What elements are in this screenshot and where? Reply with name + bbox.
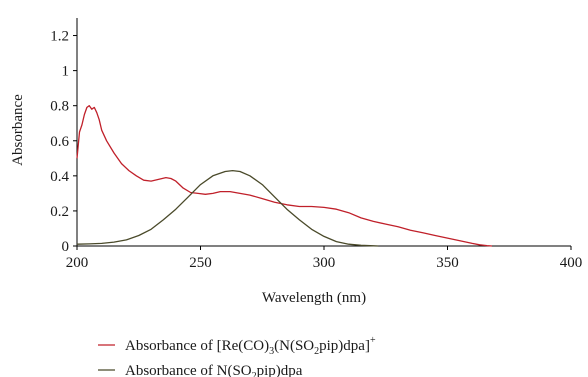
y-axis-ticks: 0 0.2 0.4 0.6 0.8 1 1.2 xyxy=(50,29,77,255)
y-tick-label: 0 xyxy=(62,239,70,255)
legend-1-sub1: 2 xyxy=(252,371,257,377)
legend-0-mid: (N(SO xyxy=(274,338,314,354)
legend-0-sub1: 3 xyxy=(269,346,274,357)
legend-0-prefix: Absorbance of [Re(CO) xyxy=(125,338,269,354)
legend-1-prefix: Absorbance of N(SO xyxy=(125,363,252,377)
x-tick-label: 350 xyxy=(436,255,459,271)
y-tick-label: 0.8 xyxy=(50,99,69,115)
legend-0-sup: + xyxy=(370,335,376,346)
legend-label-ligand: Absorbance of N(SO2pip)dpa xyxy=(125,363,303,377)
legend-label-re-complex: Absorbance of [Re(CO)3(N(SO2pip)dpa]+ xyxy=(125,335,376,357)
legend-0-sub2: 2 xyxy=(314,346,319,357)
legend-0-tail: pip)dpa] xyxy=(319,338,370,354)
y-tick-label: 0.6 xyxy=(50,134,69,150)
x-tick-label: 300 xyxy=(313,255,336,271)
x-tick-label: 200 xyxy=(66,255,89,271)
y-tick-label: 1.2 xyxy=(50,29,69,45)
x-tick-label: 400 xyxy=(560,255,583,271)
y-tick-label: 0.2 xyxy=(50,204,69,220)
legend-1-tail: pip)dpa xyxy=(257,363,303,377)
x-axis-title: Wavelength (nm) xyxy=(262,290,366,306)
series-lines xyxy=(76,105,493,247)
y-tick-label: 0.4 xyxy=(50,169,69,185)
series-line-re-complex xyxy=(76,105,493,247)
series-line-ligand xyxy=(76,169,379,247)
y-tick-label: 1 xyxy=(62,64,70,80)
x-tick-label: 250 xyxy=(189,255,212,271)
x-axis-ticks: 200 250 300 350 400 xyxy=(66,246,583,271)
y-axis-title: Absorbance xyxy=(10,94,26,166)
plot-area: 200 250 300 350 400 0 0.2 0.4 0.6 0.8 1 1.2 xyxy=(50,18,582,271)
legend: Absorbance of [Re(CO)3(N(SO2pip)dpa]+ Ab… xyxy=(98,335,376,377)
